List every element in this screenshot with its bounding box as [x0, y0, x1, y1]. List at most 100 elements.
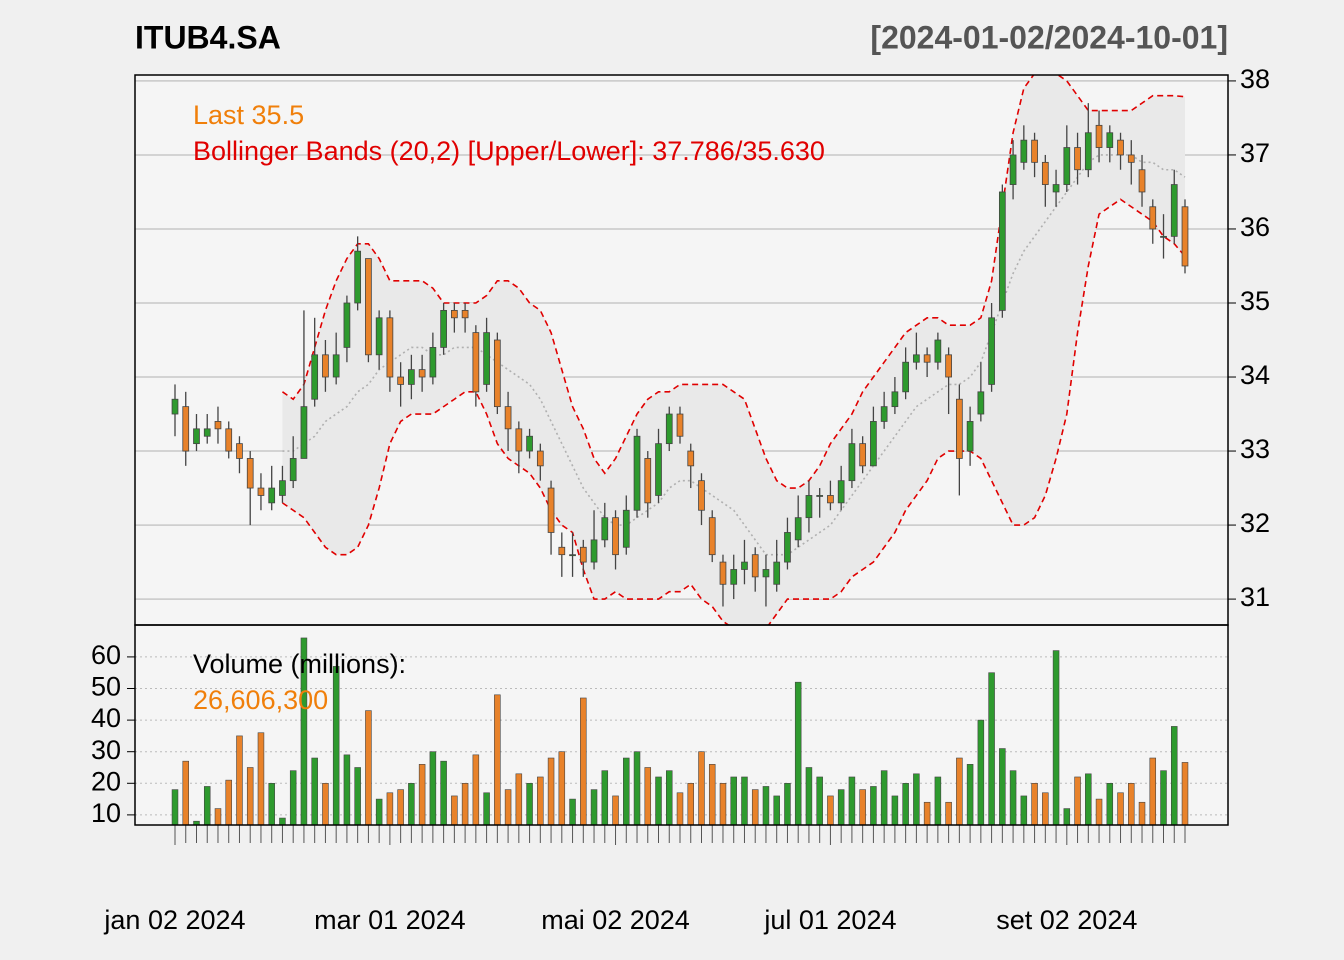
volume-bar	[934, 776, 942, 826]
volume-bar	[1085, 773, 1092, 826]
candle-body	[655, 443, 662, 496]
volume-bar	[408, 782, 415, 826]
candle-body	[214, 421, 222, 430]
candle-body	[225, 428, 233, 452]
volume-bar	[354, 767, 361, 826]
volume-bar	[923, 801, 931, 826]
candle-body	[794, 517, 802, 541]
candle-body	[730, 569, 738, 585]
candle-body	[762, 569, 770, 578]
volume-bar	[397, 789, 404, 826]
candle-body	[998, 191, 1006, 311]
volume-bar	[558, 751, 566, 826]
volume-bar	[913, 773, 920, 826]
candle-body	[300, 406, 308, 459]
candle-body	[354, 250, 362, 304]
candle-body	[612, 517, 619, 556]
volume-bar	[666, 770, 673, 826]
volume-bar	[375, 798, 383, 826]
candle-body	[579, 546, 587, 563]
bb-upper-line	[281, 75, 1186, 489]
volume-bar	[988, 672, 995, 826]
volume-bar	[1020, 795, 1028, 826]
volume-bar	[1181, 762, 1189, 826]
volume-bar	[870, 786, 877, 826]
candle-body	[633, 435, 641, 511]
volume-bar	[773, 795, 780, 826]
candle-body	[1170, 184, 1178, 237]
volume-y-tick-label: 40	[91, 703, 121, 733]
candle-body	[569, 554, 576, 557]
candle-body	[558, 546, 566, 556]
candle-body	[1084, 132, 1092, 171]
volume-bar	[1031, 782, 1038, 826]
volume-bar	[966, 764, 974, 826]
candle-body	[1020, 139, 1028, 163]
volume-bar	[429, 751, 437, 826]
candle-body	[676, 413, 684, 437]
y-tick-label: 35	[1240, 286, 1270, 316]
volume-bar	[698, 751, 705, 826]
volume-bar	[741, 776, 748, 826]
candle-body	[386, 317, 394, 378]
candle-body	[956, 398, 963, 459]
volume-bar	[623, 757, 630, 826]
y-tick-label: 34	[1240, 360, 1270, 390]
volume-bar	[655, 776, 662, 826]
volume-bar	[332, 666, 340, 826]
candle-body	[741, 561, 748, 570]
candle-body	[246, 458, 254, 489]
candle-body	[988, 317, 995, 385]
volume-bar	[1128, 782, 1135, 826]
candle-body	[913, 354, 920, 363]
candle-body	[429, 347, 437, 378]
volume-y-tick-label: 20	[91, 766, 121, 796]
candle-body	[1095, 124, 1103, 148]
candle-body	[816, 495, 824, 497]
volume-bar	[171, 789, 179, 826]
volume-bar	[580, 697, 587, 826]
volume-bar	[203, 786, 211, 826]
volume-bar	[418, 764, 426, 826]
volume-bar	[268, 782, 275, 826]
candle-body	[397, 376, 404, 385]
candle-body	[805, 495, 813, 519]
candle-body	[1031, 139, 1038, 163]
volume-bar	[805, 767, 813, 826]
candle-body	[622, 509, 630, 548]
candle-body	[193, 428, 200, 445]
y-tick-label: 31	[1240, 582, 1270, 612]
volume-bar	[1052, 650, 1060, 826]
candle-body	[171, 398, 179, 415]
candle-body	[773, 561, 781, 585]
volume-bar	[784, 782, 791, 826]
x-tick-label: mar 01 2024	[314, 905, 466, 935]
candle-body	[966, 421, 974, 452]
volume-bar	[644, 767, 652, 826]
volume-bar	[461, 782, 469, 826]
volume-bar	[612, 795, 619, 826]
bb-label: Bollinger Bands (20,2) [Upper/Lower]: 37…	[193, 136, 825, 166]
candle-body	[601, 517, 609, 541]
candle-body	[870, 421, 877, 467]
volume-bar	[451, 795, 458, 826]
volume-bar	[1171, 726, 1178, 826]
volume-bar	[257, 732, 265, 826]
volume-y-tick-label: 60	[91, 640, 121, 670]
volume-bar	[1138, 801, 1146, 826]
candle-body	[934, 339, 942, 363]
volume-bar	[515, 773, 523, 826]
candle-body	[665, 413, 673, 445]
volume-y-tick-label: 30	[91, 735, 121, 765]
volume-bar	[956, 757, 963, 826]
volume-y-tick-label: 10	[91, 798, 121, 828]
volume-bar	[236, 735, 243, 826]
candle-body	[493, 339, 501, 408]
candle-body	[1074, 147, 1081, 171]
candle-body	[590, 539, 598, 563]
candle-body	[923, 354, 931, 363]
volume-bar	[827, 795, 834, 826]
candle-body	[375, 317, 383, 356]
last-label: Last 35.5	[193, 100, 304, 130]
candle-body	[848, 443, 856, 482]
